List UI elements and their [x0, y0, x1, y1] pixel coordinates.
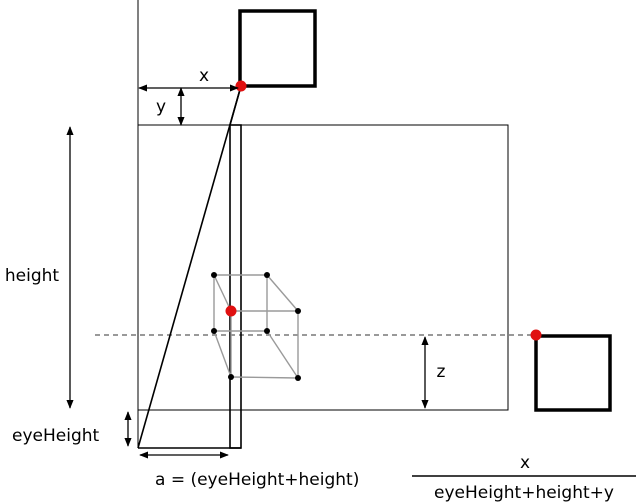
- formula-denominator: eyeHeight+height+y: [434, 483, 614, 503]
- sight-line-outer: [137, 85, 242, 449]
- height-label: height: [5, 266, 60, 286]
- formula-lhs: a = (eyeHeight+height): [155, 470, 359, 490]
- formula: a = (eyeHeight+height) x eyeHeight+heigh…: [155, 453, 636, 503]
- projection-column: [229, 124, 242, 449]
- screen-rectangle: [137, 124, 509, 411]
- red-point-right: [530, 329, 542, 341]
- cube-vertex: [211, 328, 217, 334]
- red-point-cube: [225, 305, 237, 317]
- sight-line-inner: [229, 85, 242, 126]
- cube-vertex: [211, 272, 217, 278]
- eyeheight-label: eyeHeight: [12, 426, 100, 446]
- formula-numerator: x: [520, 453, 530, 473]
- wireframe-cube: [211, 272, 301, 381]
- z-label: z: [437, 362, 446, 382]
- y-label: y: [156, 97, 166, 117]
- top-square: [238, 9, 317, 88]
- cube-vertex: [264, 328, 270, 334]
- red-point-top: [235, 80, 247, 92]
- right-square: [534, 334, 612, 412]
- cube-vertex: [264, 272, 270, 278]
- x-label: x: [199, 66, 209, 86]
- cube-vertex: [295, 308, 301, 314]
- cube-vertex: [228, 374, 234, 380]
- cube-vertex: [295, 375, 301, 381]
